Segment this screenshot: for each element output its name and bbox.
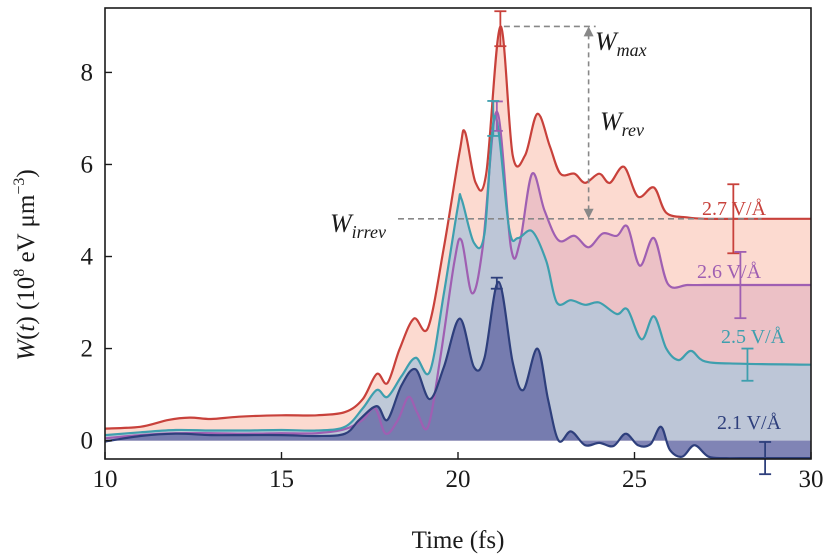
error-bar-2-1-v	[759, 441, 772, 476]
series-lines	[104, 25, 812, 460]
x-axis-title: Time (fs)	[412, 527, 505, 554]
x-tick-label: 30	[799, 466, 824, 493]
line-2-6-v	[104, 110, 811, 440]
reference-lines	[397, 25, 762, 220]
x-tick-label: 25	[622, 466, 647, 493]
error-bar-2-6-v	[734, 251, 747, 320]
area-fill-2-1-v	[105, 281, 811, 459]
series-label-2-6-v: 2.6 V/Å	[697, 261, 762, 283]
peak-error-bar-2-7-v	[494, 10, 507, 48]
annotations: Wmax Wrev Wirrev	[330, 27, 647, 242]
series-fills	[105, 26, 811, 459]
peak-error-bar-2-1-v	[490, 276, 503, 290]
error-bar-2-5-v	[741, 347, 754, 382]
error-bars	[487, 10, 772, 476]
series-labels: 2.7 V/Å 2.6 V/Å 2.5 V/Å 2.1 V/Å	[697, 198, 786, 434]
error-bar-2-7-v	[727, 183, 740, 255]
y-tick-label: 6	[81, 151, 94, 178]
w-rev-arrow-head-up	[583, 26, 594, 37]
x-tick-label: 20	[446, 466, 471, 493]
x-tick-label: 10	[93, 466, 118, 493]
y-tick-label: 0	[81, 428, 94, 455]
area-fill-2-5-v	[105, 116, 811, 441]
axes: 10 15 20 25 30 0 2 4 6 8	[81, 7, 824, 493]
peak-error-bar-2-5-v	[487, 100, 500, 137]
w-max-annotation: Wmax	[595, 27, 647, 60]
line-2-1-v	[104, 280, 812, 460]
y-tick-label: 8	[81, 59, 94, 86]
y-tick-label: 4	[81, 244, 94, 271]
y-tick-label: 2	[81, 336, 94, 363]
line-2-7-v	[104, 25, 811, 430]
line-2-5-v	[104, 114, 812, 437]
series-label-2-1-v: 2.1 V/Å	[717, 412, 782, 434]
series-label-2-5-v: 2.5 V/Å	[721, 326, 786, 348]
series-label-2-7-v: 2.7 V/Å	[702, 198, 767, 220]
w-rev-arrow-head-down	[583, 208, 594, 219]
w-irrev-annotation: Wirrev	[330, 209, 386, 242]
w-rev-annotation: Wrev	[600, 107, 644, 140]
x-tick-label: 15	[269, 466, 294, 493]
y-axis-title: W(t) (108 eV μm−3)	[11, 169, 40, 360]
